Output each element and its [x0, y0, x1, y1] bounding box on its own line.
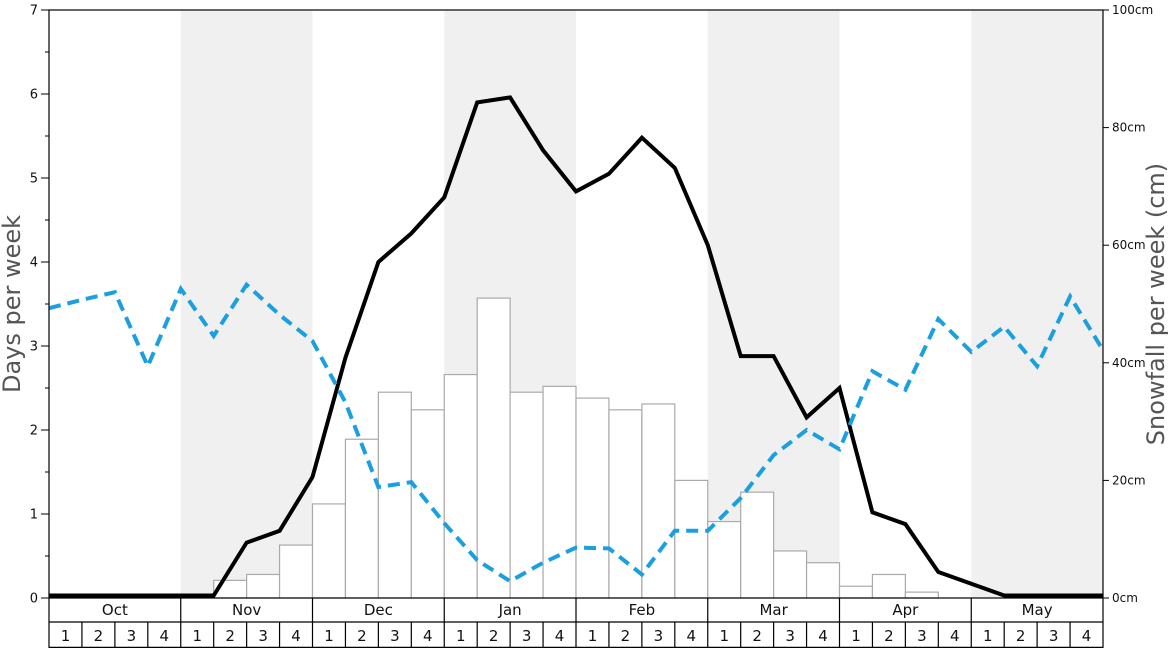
snowfall-bar: [311, 503, 347, 599]
month-label-jan: Jan: [498, 601, 522, 619]
week-label: 2: [1016, 627, 1026, 645]
week-label: 4: [555, 627, 565, 645]
month-label-dec: Dec: [364, 601, 393, 619]
y-axis-title: Days per week: [0, 215, 26, 393]
week-label: 2: [225, 627, 235, 645]
month-label-oct: Oct: [102, 601, 128, 619]
snowfall-bar: [674, 479, 709, 599]
month-shade-may: [971, 10, 1103, 598]
y2-tick-label: 20cm: [1112, 473, 1146, 487]
snowfall-bar: [542, 385, 577, 599]
week-label: 2: [752, 627, 762, 645]
month-label-nov: Nov: [232, 601, 261, 619]
week-label: 1: [324, 627, 334, 645]
week-label: 2: [621, 627, 631, 645]
y-tick-label: 1: [30, 508, 38, 523]
snowfall-bar: [410, 409, 445, 599]
snowfall-bar: [377, 391, 412, 599]
snowfall-bar: [740, 491, 775, 599]
week-label: 4: [687, 627, 697, 645]
week-label: 1: [456, 627, 466, 645]
week-label: 3: [127, 627, 137, 645]
snowfall-bar: [344, 438, 379, 599]
snowfall-bar: [805, 562, 841, 599]
week-label: 2: [884, 627, 894, 645]
day-lines: [48, 95, 1105, 598]
y2-axis-title: Snowfall per week (cm): [1142, 163, 1168, 445]
y-tick-label: 7: [30, 4, 38, 19]
snowfall-bar: [246, 573, 281, 599]
y2-tick-label: 40cm: [1112, 356, 1146, 370]
y-tick-label: 5: [30, 172, 38, 187]
month-label-mar: Mar: [759, 601, 788, 619]
week-label: 2: [94, 627, 104, 645]
snowfall-bar: [871, 573, 906, 599]
week-label: 4: [950, 627, 960, 645]
y2-tick-label: 60cm: [1112, 238, 1146, 252]
solid-day-line: [49, 95, 1103, 598]
week-label: 3: [1049, 627, 1059, 645]
y2-tick-label: 80cm: [1112, 121, 1146, 135]
week-label: 3: [917, 627, 927, 645]
week-label: 1: [719, 627, 729, 645]
y-tick-label: 3: [30, 340, 38, 355]
month-label-feb: Feb: [629, 601, 656, 619]
y-tick-label: 6: [30, 88, 38, 103]
y-tick-label: 2: [30, 424, 38, 439]
week-label: 4: [291, 627, 301, 645]
snowfall-bar: [278, 544, 314, 599]
week-label: 3: [654, 627, 664, 645]
week-label: 2: [357, 627, 367, 645]
snowfall-bar: [904, 591, 939, 599]
week-label: 3: [522, 627, 532, 645]
month-label-apr: Apr: [892, 601, 919, 619]
week-label: 3: [785, 627, 795, 645]
week-label: 4: [1082, 627, 1092, 645]
week-label: 1: [61, 627, 71, 645]
y-tick-label: 0: [30, 592, 38, 607]
snowfall-bar: [641, 403, 676, 599]
week-label: 4: [818, 627, 828, 645]
week-label: 4: [160, 627, 170, 645]
y-tick-label: 4: [30, 256, 38, 271]
week-label: 1: [588, 627, 598, 645]
month-shade-nov: [180, 10, 313, 598]
week-label: 1: [851, 627, 861, 645]
snowfall-bar: [476, 297, 511, 599]
snowfall-bar: [707, 520, 742, 599]
month-label-may: May: [1022, 601, 1053, 619]
week-label: 3: [258, 627, 268, 645]
snowfall-bar: [443, 373, 478, 599]
week-label: 2: [489, 627, 499, 645]
week-label: 1: [192, 627, 202, 645]
y2-tick-label: 0cm: [1112, 591, 1138, 605]
snowfall-bar: [773, 550, 808, 599]
week-label: 1: [983, 627, 993, 645]
dashed-day-line: [48, 281, 1105, 584]
snowfall-bar: [575, 397, 610, 599]
week-label: 3: [390, 627, 400, 645]
week-label: 4: [423, 627, 433, 645]
axes: 0 1 2 3 4 5 6 7 0cm 20cm 40cm 60cm 80cm 100cm Oct 1 2 3 4 N…: [30, 3, 1153, 648]
y2-tick-label: 100cm: [1112, 3, 1153, 17]
snowfall-bar: [838, 585, 874, 599]
